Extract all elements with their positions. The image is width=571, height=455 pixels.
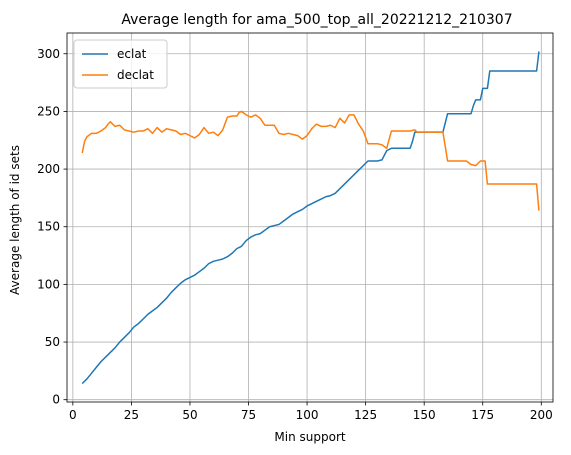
x-tick-label: 75 (241, 408, 256, 422)
x-axis-title: Min support (274, 430, 345, 444)
y-tick-label: 150 (37, 220, 60, 234)
x-tick-label: 200 (530, 408, 553, 422)
axes-frame (66, 32, 554, 403)
plot-area: 0 25 50 75 100 125 150 175 200 0 50 100 150 200 250 300… (37, 32, 554, 422)
x-tick-label: 150 (413, 408, 436, 422)
x-tick-label: 175 (471, 408, 494, 422)
series-line-eclat (81, 51, 540, 385)
x-tick-label: 25 (124, 408, 139, 422)
y-tick-label: 100 (37, 277, 60, 291)
legend-label-declat: declat (117, 68, 154, 82)
y-tick-label: 50 (45, 335, 60, 349)
x-tick-label: 50 (182, 408, 197, 422)
y-tick-label: 300 (37, 47, 60, 61)
y-tick-label: 200 (37, 162, 60, 176)
y-tick-label: 0 (52, 393, 60, 407)
x-tick-label: 100 (296, 408, 319, 422)
legend-box (73, 39, 168, 89)
chart-title: Average length for ama_500_top_all_20221… (121, 12, 512, 28)
y-axis-title: Average length of id sets (8, 145, 22, 295)
series-line-declat (81, 110, 540, 211)
x-tick-label: 0 (69, 408, 77, 422)
legend-label-eclat: eclat (117, 47, 147, 61)
y-tick-label: 250 (37, 104, 60, 118)
x-tick-label: 125 (354, 408, 377, 422)
